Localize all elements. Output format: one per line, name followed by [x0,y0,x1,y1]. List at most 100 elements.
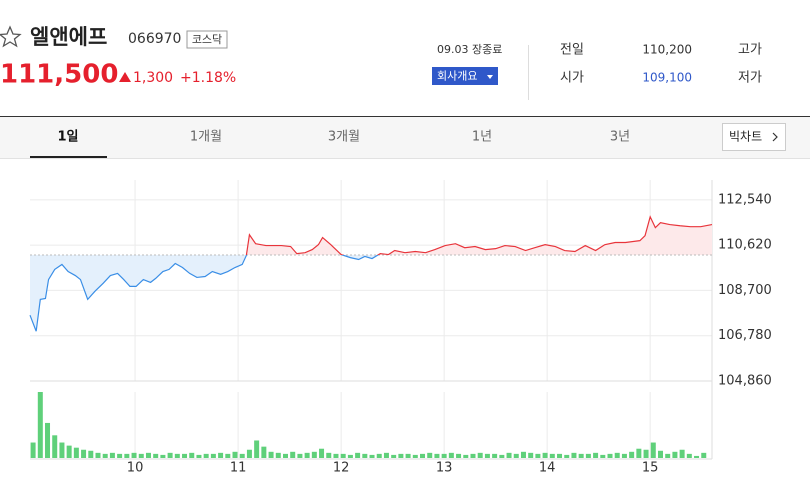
volume-bar [203,453,209,458]
tab[interactable]: 1일 [57,130,78,145]
volume-bar [160,454,166,458]
y-tick-label: 108,700 [718,283,772,298]
volume-bar [629,451,635,458]
volume-bar [254,440,260,458]
volume-bar [585,453,591,458]
x-tick-label: 11 [230,461,247,476]
volume-bar [275,452,281,458]
volume-bar [672,451,678,458]
info-label: 저가 [738,71,762,86]
x-tick-label: 13 [436,461,453,476]
big-chart-label[interactable]: 빅차트 [729,130,762,144]
x-tick-label: 14 [539,461,556,476]
info-value: 110,200 [642,43,692,57]
volume-bar [282,453,288,458]
volume-bar [232,451,238,458]
tab-bar [0,116,810,158]
price-line [29,215,713,332]
volume-bar [571,452,577,458]
volume-bar [376,453,382,458]
volume-bar [138,453,144,458]
volume-bar [268,451,274,458]
volume-bar [520,451,526,458]
info-label: 전일 [560,43,584,58]
volume-bar [167,452,173,458]
volume-bar [290,451,296,458]
volume-bar [333,453,339,458]
up-arrow [119,72,131,82]
y-tick-label: 112,540 [718,192,772,207]
volume-bar [196,454,202,458]
tab[interactable]: 1개월 [190,130,222,145]
volume-bar [45,422,51,458]
volume-bar [59,442,65,458]
tab[interactable]: 3년 [610,130,630,145]
volume-bar [412,454,418,458]
volume-bar [477,452,483,458]
volume-bar [549,453,555,458]
volume-bar [513,453,519,458]
volume-bar [37,392,43,458]
volume-bar [117,453,123,458]
tab[interactable]: 1년 [472,130,492,145]
volume-bar [30,442,36,458]
volume-bar [347,454,353,458]
volume-bar [463,454,469,458]
price-change: 1,300 [133,70,173,86]
volume-bar [153,453,159,458]
change-rate: +1.18% [180,70,236,86]
y-tick-label: 104,860 [718,374,772,389]
volume-bar [319,448,325,458]
volume-bar [340,453,346,458]
volume-bar [52,435,58,458]
volume-bar [557,453,563,458]
chevron [772,132,778,142]
volume-bar [326,452,332,458]
volume-bar [621,453,627,458]
volume-bar [131,452,137,458]
x-tick-label: 15 [642,461,659,476]
info-value: 109,100 [642,71,692,85]
volume-bar [564,454,570,458]
volume-bar [355,452,361,458]
info-label: 시가 [560,71,584,86]
volume-bar [304,452,310,458]
volume-bar [210,453,216,458]
volume-bar [218,452,224,458]
x-tick-label: 10 [127,461,144,476]
volume-bar [88,450,94,458]
big-chart-button[interactable] [722,123,786,151]
volume-bar [297,453,303,458]
volume-bar [182,453,188,458]
volume-bar [456,453,462,458]
volume-bar [448,452,454,458]
volume-bar [405,453,411,458]
company-button[interactable] [432,67,498,85]
volume-bar [246,449,252,458]
volume-bar [686,453,692,458]
volume-bar [607,453,613,458]
tab[interactable]: 3개월 [328,130,360,145]
y-tick-label: 110,620 [718,238,772,253]
volume-bar [174,453,180,458]
company-button-label[interactable]: 회사개요 [437,70,477,83]
volume-bar [701,452,707,458]
volume-bar [73,447,79,458]
volume-bar [614,452,620,458]
favorite-star[interactable] [0,25,22,48]
volume-bar [189,452,195,458]
volume-bar [600,454,606,458]
current-price: 111,500 [0,60,118,90]
volume-bar [665,453,671,458]
volume-bar [528,452,534,458]
volume-bar [499,454,505,458]
volume-bar [145,452,151,458]
volume-bar [109,452,115,458]
volume-bar [694,455,700,458]
volume-bar [102,453,108,458]
volume-bar [636,448,642,458]
volume-bar [650,442,656,458]
volume-bar [434,453,440,458]
